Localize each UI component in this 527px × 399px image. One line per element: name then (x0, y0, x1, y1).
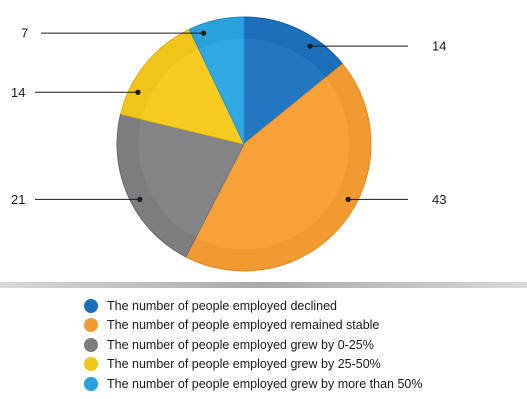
pie-slices (116, 16, 372, 272)
legend-swatch (84, 298, 98, 313)
data-label: 14 (11, 85, 25, 100)
legend-label: The number of people employed remained s… (107, 318, 380, 333)
data-label: 14 (432, 39, 446, 54)
pie-slice-highlight (141, 48, 244, 144)
legend-label: The number of people employed declined (107, 298, 338, 313)
legend-swatch (84, 318, 98, 333)
legend-swatch (84, 376, 98, 391)
floor-line (0, 282, 527, 288)
pie-slice-highlight (244, 38, 326, 145)
legend-swatch (84, 337, 98, 352)
data-label: 21 (11, 192, 25, 207)
pie-slice-highlight (198, 38, 244, 145)
leader-dot (137, 196, 143, 202)
data-label: 43 (432, 192, 446, 207)
leader-dot (201, 30, 207, 36)
legend-label: The number of people employed grew by 0-… (107, 337, 374, 352)
legend-swatch (84, 357, 98, 372)
leader-dot (135, 89, 141, 95)
leader-dot (345, 196, 351, 202)
pie-slice-highlight (138, 119, 244, 238)
legend-item: The number of people employed grew by 0-… (84, 335, 422, 355)
legend-label: The number of people employed grew by mo… (107, 376, 423, 391)
pie-data-labels: 14 43 21 14 7 (11, 26, 446, 207)
legend-item: The number of people employed remained s… (84, 316, 422, 336)
pie-slice-highlight (195, 77, 350, 250)
legend-item: The number of people employed declined (84, 296, 422, 316)
legend-label: The number of people employed grew by 25… (107, 357, 381, 372)
legend-item: The number of people employed grew by 25… (84, 355, 422, 375)
leader-dot (307, 43, 313, 49)
legend-item: The number of people employed grew by mo… (84, 374, 422, 394)
legend: The number of people employed declined T… (84, 296, 422, 394)
data-label: 7 (21, 26, 28, 41)
